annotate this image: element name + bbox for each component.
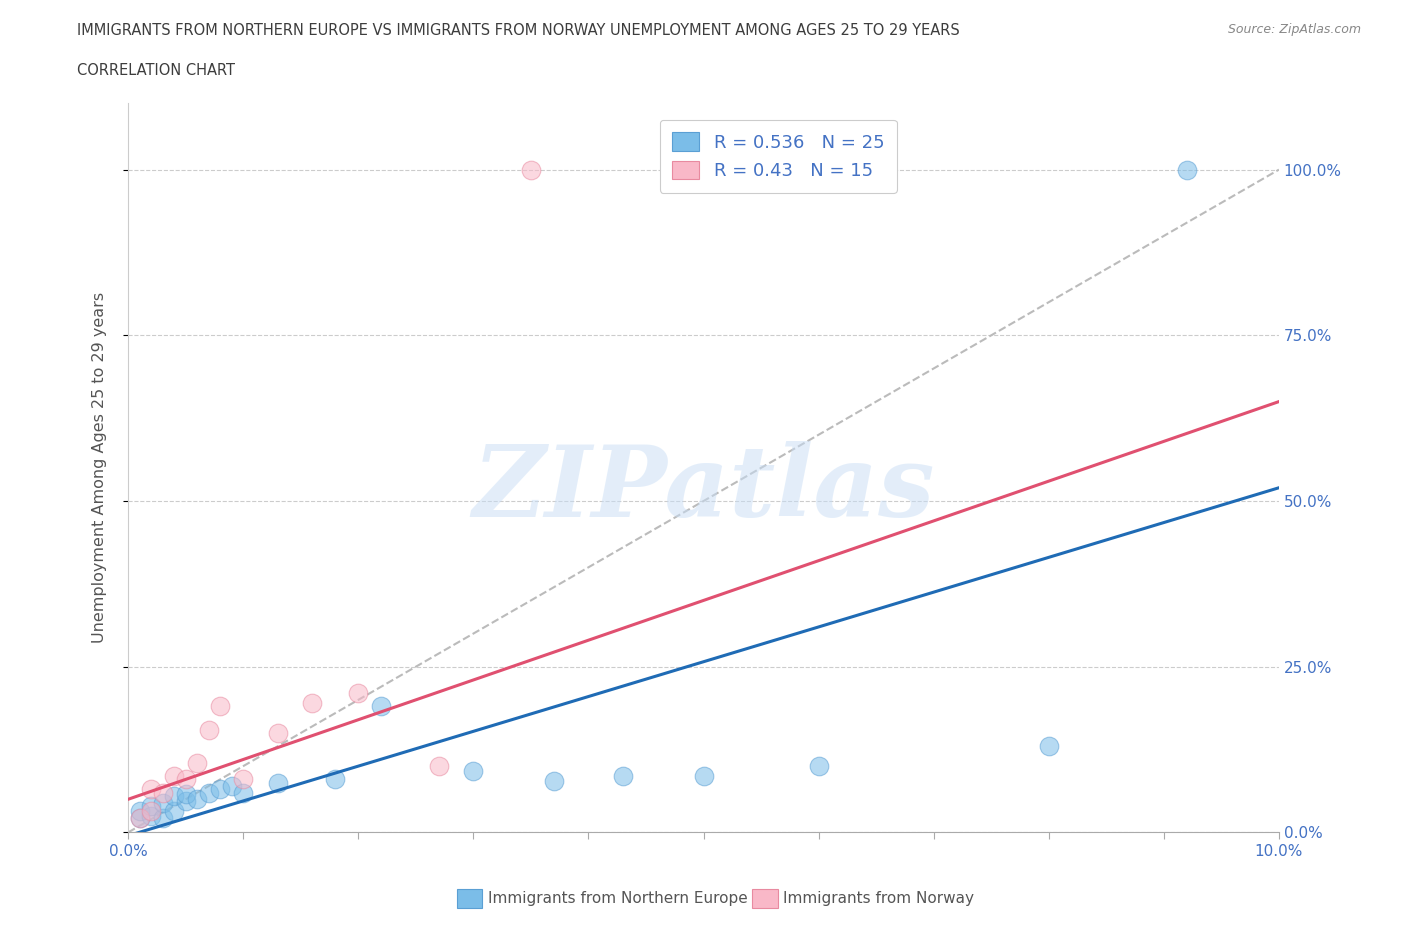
Point bbox=[209, 782, 232, 797]
Y-axis label: Unemployment Among Ages 25 to 29 years: Unemployment Among Ages 25 to 29 years bbox=[93, 292, 107, 644]
Text: IMMIGRANTS FROM NORTHERN EUROPE VS IMMIGRANTS FROM NORWAY UNEMPLOYMENT AMONG AGE: IMMIGRANTS FROM NORTHERN EUROPE VS IMMIG… bbox=[77, 23, 960, 38]
Point bbox=[267, 725, 290, 740]
Point bbox=[163, 804, 186, 818]
Point bbox=[141, 804, 163, 818]
Text: CORRELATION CHART: CORRELATION CHART bbox=[77, 63, 235, 78]
Point bbox=[128, 810, 150, 825]
Point bbox=[267, 776, 290, 790]
Point bbox=[323, 772, 346, 787]
Point bbox=[141, 799, 163, 814]
Point bbox=[427, 759, 450, 774]
Point bbox=[463, 764, 485, 778]
Point bbox=[152, 785, 174, 800]
Point bbox=[152, 810, 174, 825]
Point bbox=[520, 162, 543, 177]
Point bbox=[174, 772, 197, 787]
Point bbox=[186, 755, 208, 770]
Point bbox=[186, 791, 208, 806]
Point bbox=[128, 810, 150, 825]
Legend: R = 0.536   N = 25, R = 0.43   N = 15: R = 0.536 N = 25, R = 0.43 N = 15 bbox=[659, 120, 897, 193]
Point bbox=[1038, 738, 1060, 753]
Point bbox=[209, 699, 232, 714]
Point bbox=[152, 795, 174, 810]
Point bbox=[174, 787, 197, 802]
Point bbox=[221, 778, 243, 793]
Text: Immigrants from Norway: Immigrants from Norway bbox=[783, 891, 974, 906]
Point bbox=[347, 685, 370, 700]
Point bbox=[543, 773, 565, 788]
Point bbox=[141, 808, 163, 823]
Point bbox=[370, 699, 392, 714]
Point bbox=[1175, 162, 1198, 177]
Text: Source: ZipAtlas.com: Source: ZipAtlas.com bbox=[1227, 23, 1361, 36]
Point bbox=[807, 759, 830, 774]
Point bbox=[612, 768, 634, 783]
Point bbox=[692, 768, 714, 783]
Point bbox=[197, 785, 219, 800]
Point bbox=[163, 789, 186, 804]
Point bbox=[141, 782, 163, 797]
Point bbox=[163, 768, 186, 783]
Point bbox=[174, 793, 197, 808]
Point bbox=[301, 696, 323, 711]
Text: Immigrants from Northern Europe: Immigrants from Northern Europe bbox=[488, 891, 748, 906]
Point bbox=[197, 723, 219, 737]
Point bbox=[232, 772, 254, 787]
Text: ZIPatlas: ZIPatlas bbox=[472, 442, 935, 538]
Point bbox=[232, 785, 254, 800]
Point bbox=[128, 804, 150, 818]
